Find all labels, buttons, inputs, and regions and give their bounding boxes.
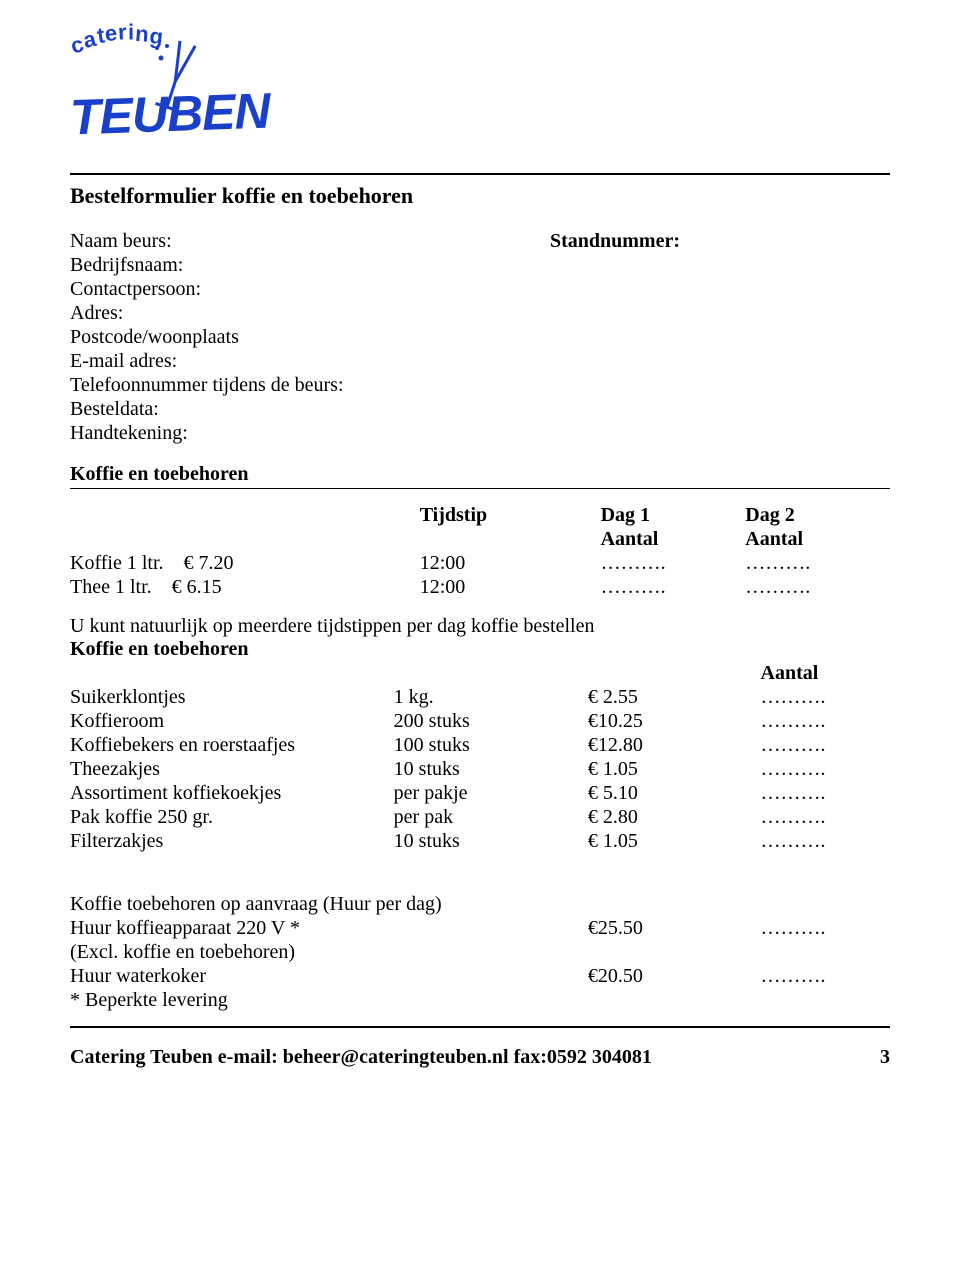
item-name: Pak koffie 250 gr. (70, 805, 394, 829)
dots[interactable]: ………. (745, 575, 890, 599)
item-price: €10.25 (588, 709, 761, 733)
item-price: €20.50 (588, 964, 761, 988)
page-number: 3 (880, 1046, 890, 1069)
item-price: € 1.05 (588, 757, 761, 781)
label-adres: Adres: (70, 301, 890, 325)
dots[interactable]: ………. (601, 551, 746, 575)
item-qty: 10 stuks (394, 757, 588, 781)
dots[interactable]: ………. (601, 575, 746, 599)
item-qty: per pakje (394, 781, 588, 805)
item-name: Koffieroom (70, 709, 394, 733)
item-name: Huur koffieapparaat 220 V * (70, 916, 588, 940)
item-time: 12:00 (420, 575, 601, 599)
dots[interactable]: ………. (761, 757, 891, 781)
table-row: * Beperkte levering (70, 988, 890, 1012)
table-row: Koffieroom 200 stuks €10.25 ………. (70, 709, 890, 733)
divider (70, 173, 890, 175)
dots[interactable]: ………. (761, 709, 891, 733)
section2-heading: Koffie en toebehoren (70, 638, 890, 661)
rental-table: Huur koffieapparaat 220 V * €25.50 ………. … (70, 916, 890, 1012)
label-email: E-mail adres: (70, 349, 890, 373)
item-price: €25.50 (588, 916, 761, 940)
header-dag1: Dag 1 (601, 503, 746, 527)
table-row: Filterzakjes 10 stuks € 1.05 ………. (70, 829, 890, 853)
table-row: Suikerklontjes 1 kg. € 2.55 ………. (70, 685, 890, 709)
item-name: Huur waterkoker (70, 964, 588, 988)
header-tijdstip: Tijdstip (420, 503, 601, 527)
dots[interactable]: ………. (761, 916, 890, 940)
section3-heading: Koffie toebehoren op aanvraag (Huur per … (70, 893, 890, 916)
item-price: € 1.05 (588, 829, 761, 853)
divider (70, 1026, 890, 1028)
label-bedrijfsnaam: Bedrijfsnaam: (70, 253, 890, 277)
dots[interactable]: ………. (761, 964, 890, 988)
table-row: Thee 1 ltr. € 6.15 12:00 ………. ………. (70, 575, 890, 599)
label-postcode: Postcode/woonplaats (70, 325, 890, 349)
label-naam-beurs: Naam beurs: (70, 229, 550, 253)
item-name: Koffiebekers en roerstaafjes (70, 733, 394, 757)
item-name: Theezakjes (70, 757, 394, 781)
item-qty: 1 kg. (394, 685, 588, 709)
divider (70, 488, 890, 489)
item-label: Thee 1 ltr. (70, 576, 152, 598)
section1-heading: Koffie en toebehoren (70, 463, 890, 486)
table-row: Koffiebekers en roerstaafjes 100 stuks €… (70, 733, 890, 757)
item-price: € 2.55 (588, 685, 761, 709)
label-standnummer: Standnummer: (550, 229, 680, 253)
dots[interactable]: ………. (761, 805, 891, 829)
table-row: Koffie 1 ltr. € 7.20 12:00 ………. ………. (70, 551, 890, 575)
dots[interactable]: ………. (761, 829, 891, 853)
footer: Catering Teuben e-mail: beheer@cateringt… (70, 1046, 890, 1069)
label-contactpersoon: Contactpersoon: (70, 277, 890, 301)
table-row: Theezakjes 10 stuks € 1.05 ………. (70, 757, 890, 781)
label-handtekening: Handtekening: (70, 421, 890, 445)
item-name: (Excl. koffie en toebehoren) (70, 940, 588, 964)
dots[interactable]: ………. (745, 551, 890, 575)
table-row: Huur koffieapparaat 220 V * €25.50 ………. (70, 916, 890, 940)
item-price: €12.80 (588, 733, 761, 757)
logo: catering TEUBEN (70, 20, 290, 165)
table-row: Pak koffie 250 gr. per pak € 2.80 ………. (70, 805, 890, 829)
table-row: (Excl. koffie en toebehoren) (70, 940, 890, 964)
item-name: Suikerklontjes (70, 685, 394, 709)
header-dag2: Dag 2 (745, 503, 890, 527)
item-label: Koffie 1 ltr. (70, 552, 164, 574)
page-title: Bestelformulier koffie en toebehoren (70, 183, 890, 209)
item-name: Filterzakjes (70, 829, 394, 853)
header-aantal: Aantal (745, 527, 890, 551)
item-time: 12:00 (420, 551, 601, 575)
header-aantal: Aantal (601, 527, 746, 551)
table-row: Assortiment koffiekoekjes per pakje € 5.… (70, 781, 890, 805)
logo-brand: TEUBEN (69, 82, 270, 147)
dots[interactable]: ………. (761, 733, 891, 757)
item-qty: 10 stuks (394, 829, 588, 853)
dots[interactable]: ………. (761, 685, 891, 709)
items-table: Aantal Suikerklontjes 1 kg. € 2.55 ………. … (70, 661, 890, 853)
item-qty: 200 stuks (394, 709, 588, 733)
item-name: Assortiment koffiekoekjes (70, 781, 394, 805)
item-price: € 6.15 (172, 576, 222, 598)
dots[interactable]: ………. (761, 781, 891, 805)
item-qty: 100 stuks (394, 733, 588, 757)
table-row: Huur waterkoker €20.50 ………. (70, 964, 890, 988)
item-price: € 5.10 (588, 781, 761, 805)
item-price: € 2.80 (588, 805, 761, 829)
header-aantal: Aantal (761, 661, 891, 685)
footer-text: Catering Teuben e-mail: beheer@cateringt… (70, 1046, 652, 1069)
note-line: U kunt natuurlijk op meerdere tijdstippe… (70, 615, 890, 638)
item-qty: per pak (394, 805, 588, 829)
time-table: Tijdstip Dag 1 Dag 2 Aantal Aantal Koffi… (70, 503, 890, 599)
label-telefoon: Telefoonnummer tijdens de beurs: (70, 373, 890, 397)
form-fields: Naam beurs: Standnummer: Bedrijfsnaam: C… (70, 229, 890, 445)
label-besteldata: Besteldata: (70, 397, 890, 421)
item-name: * Beperkte levering (70, 988, 588, 1012)
item-price: € 7.20 (184, 552, 234, 574)
